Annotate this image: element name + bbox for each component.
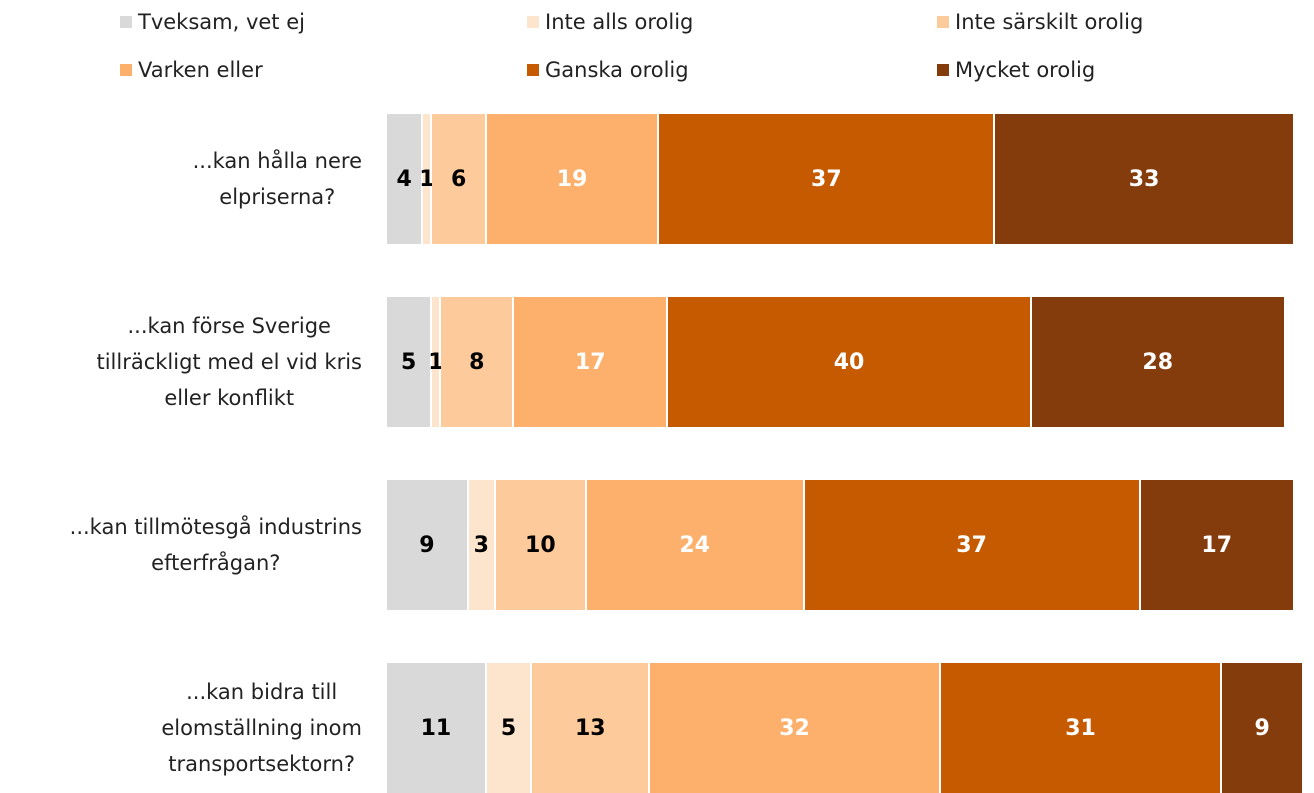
- data-label: 37: [956, 532, 987, 558]
- data-label: 11: [420, 715, 452, 741]
- bar-segment: 4: [387, 114, 424, 244]
- data-label: 9: [419, 532, 435, 558]
- data-label: 4: [396, 166, 412, 192]
- data-label: 17: [574, 349, 606, 375]
- bar-segment: 40: [668, 297, 1032, 427]
- bar-segment: 17: [1140, 480, 1295, 610]
- data-label: 17: [1201, 532, 1233, 558]
- data-label: 31: [1065, 715, 1096, 741]
- legend-label: Inte särskilt orolig: [955, 10, 1144, 34]
- category-wrap: ...kan förse Sverige tillräckligt med el…: [0, 297, 362, 427]
- bar-segment: 5: [486, 663, 533, 793]
- data-label: 1: [419, 166, 435, 192]
- bar-segment: 1: [428, 297, 444, 427]
- bar-segment: 17: [514, 297, 669, 427]
- legend-label: Varken eller: [138, 58, 263, 82]
- data-label: 5: [500, 715, 517, 741]
- bar-segment: 5: [387, 297, 433, 427]
- bar-segment: 10: [495, 480, 587, 610]
- data-label: 40: [833, 349, 865, 375]
- data-label: 6: [450, 166, 467, 192]
- legend-item: Mycket orolig: [937, 56, 1095, 84]
- bar-segment: 32: [650, 663, 941, 793]
- data-label: 1: [428, 349, 444, 375]
- bar-segment: 11: [387, 663, 487, 793]
- category-label: ...kan tillmötesgå industrins efterfråga…: [69, 515, 362, 575]
- legend-swatch: [120, 64, 132, 76]
- bar-segment: 37: [659, 114, 996, 244]
- legend-swatch: [120, 16, 132, 28]
- bar-segment: 3: [468, 480, 496, 610]
- category-wrap: ...kan tillmötesgå industrins efterfråga…: [0, 480, 362, 610]
- legend-label: Mycket orolig: [955, 58, 1096, 82]
- data-label: 13: [574, 715, 606, 741]
- legend-swatch: [937, 64, 949, 76]
- bar-segment: 8: [441, 297, 515, 427]
- bar-segment: 19: [486, 114, 660, 244]
- legend-item: Ganska orolig: [527, 56, 689, 84]
- bar-segment: 9: [387, 480, 469, 610]
- category-wrap: ...kan hålla nere elpriserna?: [0, 114, 362, 244]
- data-label: 32: [779, 715, 810, 741]
- data-label: 9: [1254, 715, 1270, 741]
- bar-segment: 6: [432, 114, 487, 244]
- legend-swatch: [527, 16, 539, 28]
- category-label: ...kan bidra till elomställning inom tra…: [161, 680, 362, 776]
- legend-label: Tveksam, vet ej: [138, 10, 305, 34]
- data-label: 3: [473, 532, 489, 558]
- data-label: 8: [469, 349, 485, 375]
- data-label: 37: [811, 166, 842, 192]
- bar-segment: 9: [1222, 663, 1304, 793]
- legend-label: Inte alls orolig: [545, 10, 694, 34]
- data-label: 10: [525, 532, 556, 558]
- legend-item: Inte alls orolig: [527, 8, 693, 36]
- category-label: ...kan hålla nere elpriserna?: [192, 149, 362, 209]
- category-label: ...kan förse Sverige tillräckligt med el…: [96, 314, 362, 410]
- legend-label: Ganska orolig: [545, 58, 689, 82]
- bar-segment: 28: [1031, 297, 1286, 427]
- legend-swatch: [527, 64, 539, 76]
- data-label: 33: [1128, 166, 1160, 192]
- data-label: 5: [401, 349, 417, 375]
- bar-segment: 13: [532, 663, 651, 793]
- legend-swatch: [937, 16, 949, 28]
- bar-segment: 33: [995, 114, 1295, 244]
- data-label: 28: [1142, 349, 1174, 375]
- data-label: 24: [679, 532, 710, 558]
- legend-item: Tveksam, vet ej: [120, 8, 305, 36]
- category-wrap: ...kan bidra till elomställning inom tra…: [0, 663, 362, 793]
- bar-segment: 1: [419, 114, 435, 244]
- bar-segment: 24: [586, 480, 805, 610]
- legend-item: Varken eller: [120, 56, 263, 84]
- bar-segment: 31: [940, 663, 1223, 793]
- data-label: 19: [556, 166, 588, 192]
- bar-segment: 37: [804, 480, 1141, 610]
- legend-item: Inte särskilt orolig: [937, 8, 1143, 36]
